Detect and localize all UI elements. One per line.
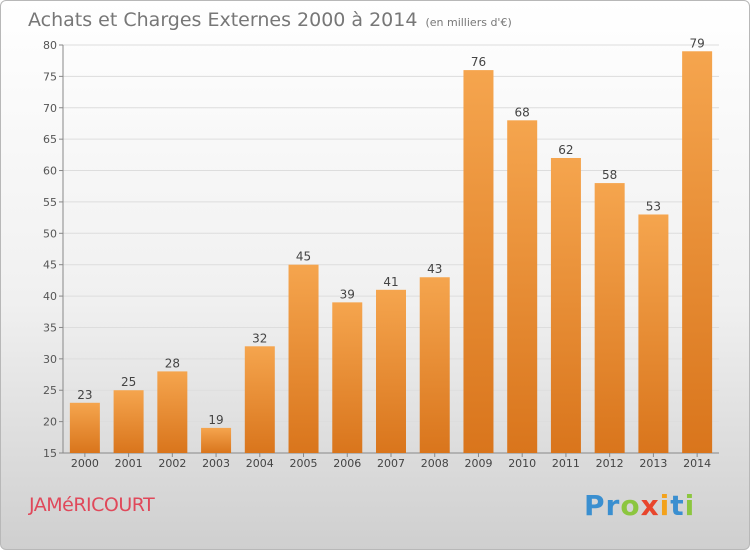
y-tick-label: 80: [43, 39, 57, 52]
x-tick-label: 2014: [683, 457, 711, 470]
y-tick-label: 40: [43, 290, 57, 303]
bar-2004[interactable]: [244, 346, 275, 453]
bar-2001[interactable]: [113, 390, 144, 453]
bar-2007[interactable]: [376, 289, 406, 453]
y-tick-label: 35: [43, 321, 57, 334]
x-tick-label: 2006: [333, 457, 361, 470]
data-label: 41: [383, 275, 398, 289]
logo-letter: o: [620, 489, 641, 522]
data-label: 76: [471, 55, 486, 69]
data-label: 32: [252, 331, 267, 345]
x-tick-label: 2011: [552, 457, 580, 470]
data-label: 25: [121, 375, 136, 389]
bar-2012[interactable]: [594, 183, 625, 454]
bar-2002[interactable]: [157, 371, 188, 453]
x-tick-label: 2012: [596, 457, 624, 470]
y-tick-label: 20: [43, 416, 57, 429]
x-tick-label: 2005: [290, 457, 318, 470]
data-labels: 23 25 28 19 32 45 39 41 43 76 68 62 58 53 79: [77, 36, 705, 427]
bar-2011[interactable]: [550, 157, 581, 453]
data-label: 28: [165, 356, 180, 370]
logo-letter: i: [659, 489, 671, 522]
commune-name: JAMéRICOURT: [29, 494, 155, 516]
logo-letter: x: [640, 489, 660, 522]
data-label: 43: [427, 262, 442, 276]
x-tick-label: 2002: [158, 457, 186, 470]
bar-2014[interactable]: [682, 51, 713, 454]
data-label: 39: [340, 287, 355, 301]
bar-2006[interactable]: [332, 302, 363, 453]
chart-title: Achats et Charges Externes 2000 à 2014: [28, 9, 418, 31]
y-tick-label: 25: [43, 384, 57, 397]
x-tick-label: 2008: [421, 457, 449, 470]
proxiti-logo[interactable]: Proxiti: [584, 489, 695, 522]
logo-letter: r: [605, 489, 621, 522]
x-tick-label: 2004: [246, 457, 274, 470]
data-label: 58: [602, 168, 617, 182]
bar-2008[interactable]: [419, 277, 450, 453]
data-label: 53: [646, 199, 661, 213]
bar-2003[interactable]: [201, 427, 232, 453]
bars: [69, 51, 713, 454]
data-label: 23: [77, 388, 92, 402]
chart-unit: (en milliers d'€): [425, 16, 512, 29]
y-tick-label: 70: [43, 102, 57, 115]
data-label: 68: [515, 105, 530, 119]
x-tick-label: 2000: [71, 457, 99, 470]
x-tick-label: 2010: [508, 457, 536, 470]
data-label: 62: [558, 143, 573, 157]
x-tick-label: 2003: [202, 457, 230, 470]
chart-title-block: Achats et Charges Externes 2000 à 2014 (e…: [28, 9, 512, 31]
x-tick-label: 2007: [377, 457, 405, 470]
bar-2013[interactable]: [638, 214, 669, 453]
bar-2010[interactable]: [507, 120, 538, 454]
data-label: 79: [689, 36, 704, 50]
y-tick-label: 65: [43, 133, 57, 146]
data-label: 45: [296, 250, 311, 264]
x-tick-label: 2009: [464, 457, 492, 470]
logo-letter: i: [684, 489, 696, 522]
bar-2005[interactable]: [288, 264, 319, 453]
y-tick-label: 55: [43, 196, 57, 209]
y-tick-label: 15: [43, 447, 57, 460]
bar-2009[interactable]: [463, 70, 494, 453]
data-label: 19: [208, 413, 223, 427]
y-tick-label: 75: [43, 70, 57, 83]
logo-letter: P: [584, 489, 606, 522]
y-tick-label: 60: [43, 165, 57, 178]
y-tick-label: 45: [43, 259, 57, 272]
x-tick-label: 2001: [115, 457, 143, 470]
y-tick-label: 50: [43, 227, 57, 240]
bar-2000[interactable]: [69, 402, 100, 453]
logo-letter: t: [670, 489, 685, 522]
y-tick-label: 30: [43, 353, 57, 366]
x-tick-label: 2013: [639, 457, 667, 470]
